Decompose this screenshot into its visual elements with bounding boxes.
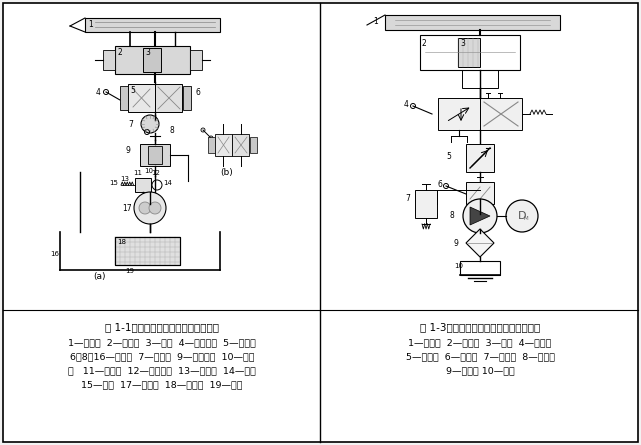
Text: 6，8，16—回油管  7—节流阀  9—开停手柄  10—开停: 6，8，16—回油管 7—节流阀 9—开停手柄 10—开停 [70, 352, 254, 361]
Bar [250, 137, 257, 153]
Text: 2: 2 [117, 48, 122, 57]
Bar [143, 48, 161, 72]
Text: 图 1-1机床工作台液压系统工作原理图: 图 1-1机床工作台液压系统工作原理图 [105, 322, 219, 332]
Polygon shape [470, 207, 490, 225]
Text: 10: 10 [144, 168, 153, 174]
Bar [232, 134, 249, 156]
Bar [215, 134, 232, 156]
Bar [115, 237, 180, 265]
Text: 3: 3 [460, 39, 465, 48]
Text: 9: 9 [126, 146, 131, 155]
Text: 7: 7 [128, 120, 133, 129]
Text: 9—滤油器 10—油箱: 9—滤油器 10—油箱 [445, 366, 514, 375]
Circle shape [506, 200, 538, 232]
Text: D: D [518, 211, 526, 221]
Text: 图 1-3机床工作台液压系统的图形符号图: 图 1-3机床工作台液压系统的图形符号图 [420, 322, 540, 332]
Text: 9: 9 [454, 239, 459, 248]
Circle shape [134, 192, 166, 224]
Circle shape [149, 202, 161, 214]
Text: 7: 7 [405, 194, 410, 203]
Text: 16: 16 [50, 251, 59, 257]
Text: 10: 10 [454, 263, 463, 269]
Text: M: M [524, 217, 528, 222]
Bar [120, 86, 128, 110]
Text: 14: 14 [163, 180, 172, 186]
Bar [140, 144, 170, 166]
Text: 8: 8 [450, 211, 454, 220]
Bar [115, 237, 180, 265]
Bar [183, 86, 191, 110]
Bar [385, 15, 560, 30]
Text: 15: 15 [109, 180, 118, 186]
Text: 6: 6 [195, 88, 200, 97]
Text: 8: 8 [169, 126, 174, 135]
Text: 18: 18 [117, 239, 126, 245]
Bar [208, 137, 215, 153]
Bar [103, 50, 115, 70]
Text: 13: 13 [120, 176, 129, 182]
Text: 6: 6 [438, 180, 443, 189]
Text: 11: 11 [133, 170, 142, 176]
Bar [128, 84, 155, 112]
Bar [438, 98, 480, 130]
Polygon shape [466, 229, 494, 257]
Bar [135, 178, 151, 192]
Bar [420, 35, 520, 70]
Text: 2: 2 [422, 39, 427, 48]
Bar [466, 182, 494, 204]
Text: (b): (b) [221, 168, 233, 177]
Bar [190, 50, 202, 70]
Text: 阀   11—压力管  12—压力支管  13—溢流阀  14—钢球: 阀 11—压力管 12—压力支管 13—溢流阀 14—钢球 [68, 366, 256, 375]
Text: 4: 4 [96, 88, 101, 97]
Text: 1—工作台  2—液压缸  3—活塞  4—换向手柄  5—换向阀: 1—工作台 2—液压缸 3—活塞 4—换向手柄 5—换向阀 [68, 338, 256, 347]
Text: 1—工作台  2—液压缸  3—油塞  4—换向阀: 1—工作台 2—液压缸 3—油塞 4—换向阀 [408, 338, 552, 347]
Bar [155, 84, 182, 112]
Bar [466, 144, 494, 172]
Text: 4: 4 [404, 100, 409, 109]
Text: 5: 5 [446, 152, 451, 161]
Bar [460, 261, 500, 275]
Text: 1: 1 [88, 20, 93, 29]
Circle shape [139, 202, 151, 214]
Bar [148, 146, 162, 164]
Text: 19: 19 [125, 268, 134, 274]
Bar [458, 38, 480, 67]
Text: (a): (a) [94, 272, 106, 281]
Bar [115, 46, 190, 74]
Bar [480, 98, 522, 130]
Text: 12: 12 [151, 170, 160, 176]
Text: 5: 5 [130, 86, 135, 95]
Text: 1: 1 [373, 17, 378, 26]
Bar [415, 190, 437, 218]
Text: 15—弹簧  17—液压泵  18—滤油器  19—油箱: 15—弹簧 17—液压泵 18—滤油器 19—油箱 [81, 380, 243, 389]
Bar [462, 70, 498, 88]
Text: 17: 17 [122, 204, 131, 213]
Text: 5—节流阀  6—开停阀  7—溢流阀  8—液压泵: 5—节流阀 6—开停阀 7—溢流阀 8—液压泵 [406, 352, 554, 361]
Bar [85, 18, 220, 32]
Circle shape [141, 115, 159, 133]
Text: 3: 3 [145, 48, 150, 57]
Circle shape [463, 199, 497, 233]
